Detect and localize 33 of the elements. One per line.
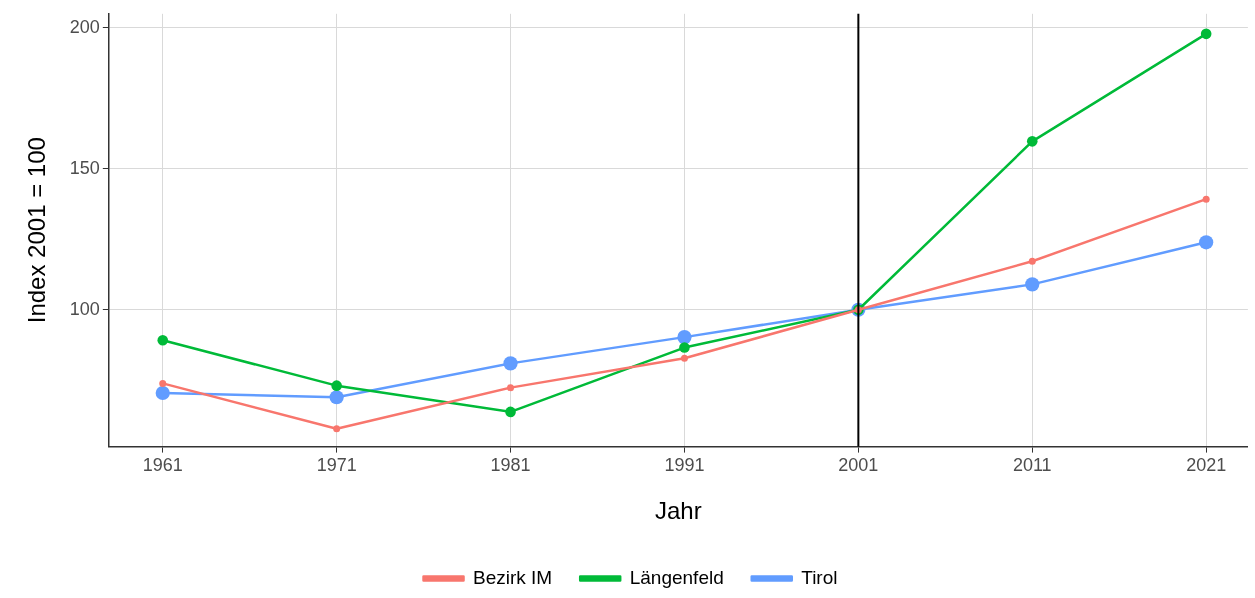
x-tick-label: 2001	[838, 455, 879, 476]
y-axis-title: Index 2001 = 100	[23, 137, 51, 324]
point	[1202, 195, 1210, 203]
y-tick-label: 200	[69, 16, 100, 37]
x-tick-label: 1971	[316, 455, 357, 476]
point	[159, 379, 167, 387]
legend-label: Längenfeld	[629, 566, 724, 588]
legend-label: Tirol	[801, 566, 838, 588]
x-tick-label: 2011	[1012, 455, 1052, 476]
point	[1200, 28, 1212, 40]
point	[505, 406, 516, 418]
x-tick-label: 1991	[664, 455, 705, 476]
point	[679, 342, 690, 353]
y-tick-label: 150	[69, 157, 100, 178]
point	[1028, 257, 1036, 265]
point	[1026, 136, 1038, 147]
point	[329, 390, 344, 405]
x-tick-label: 1961	[142, 455, 183, 476]
point	[507, 384, 515, 392]
point	[503, 356, 518, 371]
point	[1199, 235, 1214, 250]
point	[155, 385, 170, 401]
y-tick-label: 100	[69, 298, 100, 319]
point	[677, 330, 692, 345]
x-tick-label: 2021	[1186, 455, 1227, 476]
point	[331, 380, 342, 391]
point	[157, 334, 169, 346]
point	[680, 354, 688, 362]
point	[333, 425, 341, 433]
x-tick-label: 1981	[490, 455, 531, 476]
point	[1025, 277, 1040, 292]
legend-label: Bezirk IM	[473, 566, 553, 588]
x-axis-title: Jahr	[655, 497, 702, 525]
